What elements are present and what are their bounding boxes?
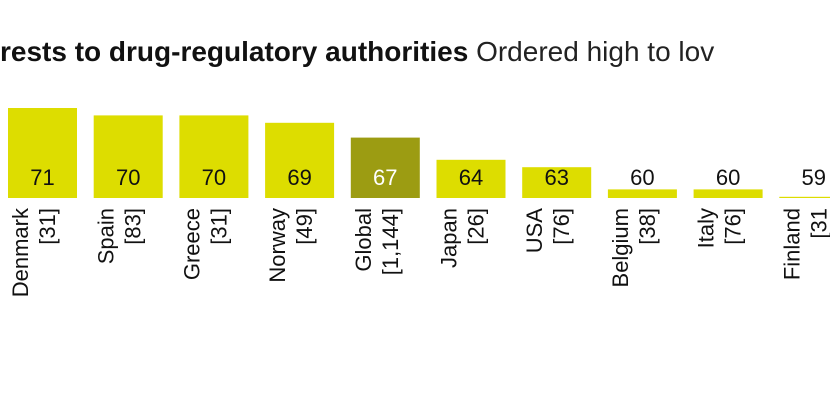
value-label: 70 xyxy=(202,165,226,190)
value-label: 67 xyxy=(373,165,397,190)
category-label-group: Japan [26] xyxy=(437,208,489,268)
value-label: 60 xyxy=(716,165,740,190)
bar-greece xyxy=(179,115,249,198)
category-label-group: Italy [76] xyxy=(694,208,746,248)
category-label-group: Global [1,144] xyxy=(351,208,403,275)
count-label: [38] xyxy=(635,208,660,245)
bar-norway xyxy=(265,122,335,198)
bar-belgium xyxy=(607,189,677,198)
value-label: 59 xyxy=(802,165,826,190)
count-label: [31] xyxy=(35,208,60,245)
bar-usa xyxy=(522,167,592,198)
category-label-group: Greece [31] xyxy=(179,208,231,280)
category-label: Belgium xyxy=(608,208,633,287)
bar-spain xyxy=(93,115,163,198)
count-label: [1,144] xyxy=(378,208,403,275)
value-label: 70 xyxy=(116,165,140,190)
category-label: USA xyxy=(522,208,547,254)
category-label: Denmark xyxy=(8,207,33,297)
value-label: 63 xyxy=(544,165,568,190)
value-label: 64 xyxy=(459,165,483,190)
category-label: Japan xyxy=(437,208,462,268)
count-label: [76] xyxy=(549,208,574,245)
category-label-group: Denmark [31] xyxy=(8,207,60,297)
count-label: [26] xyxy=(464,208,489,245)
title-subtitle: Ordered high to lov xyxy=(476,36,715,67)
category-label-group: Spain [83] xyxy=(94,208,146,264)
category-label: Finland xyxy=(779,208,804,280)
category-label: Global xyxy=(351,208,376,272)
category-label: Norway xyxy=(265,208,290,283)
title-main: rests to drug-regulatory authorities xyxy=(0,36,469,67)
category-label-group: Norway [49] xyxy=(265,208,317,283)
bar-finland xyxy=(779,196,830,198)
bar-global xyxy=(350,137,420,198)
category-label: Spain xyxy=(94,208,119,264)
category-label-group: Finland [31 xyxy=(779,208,830,280)
chart-title: rests to drug-regulatory authorities Ord… xyxy=(0,36,714,68)
value-label: 71 xyxy=(30,165,54,190)
value-label: 69 xyxy=(287,165,311,190)
count-label: [49] xyxy=(292,208,317,245)
count-label: [83] xyxy=(121,208,146,245)
category-label: Greece xyxy=(179,208,204,280)
count-label: [31] xyxy=(206,208,231,245)
bar-italy xyxy=(693,189,763,198)
value-label: 60 xyxy=(630,165,654,190)
bar-japan xyxy=(436,159,506,198)
category-label-group: USA [76] xyxy=(522,208,574,254)
category-label: Italy xyxy=(694,208,719,248)
bar-denmark xyxy=(8,108,77,198)
count-label: [76] xyxy=(721,208,746,245)
category-label-group: Belgium [38] xyxy=(608,208,660,287)
count-label: [31 xyxy=(806,208,830,239)
